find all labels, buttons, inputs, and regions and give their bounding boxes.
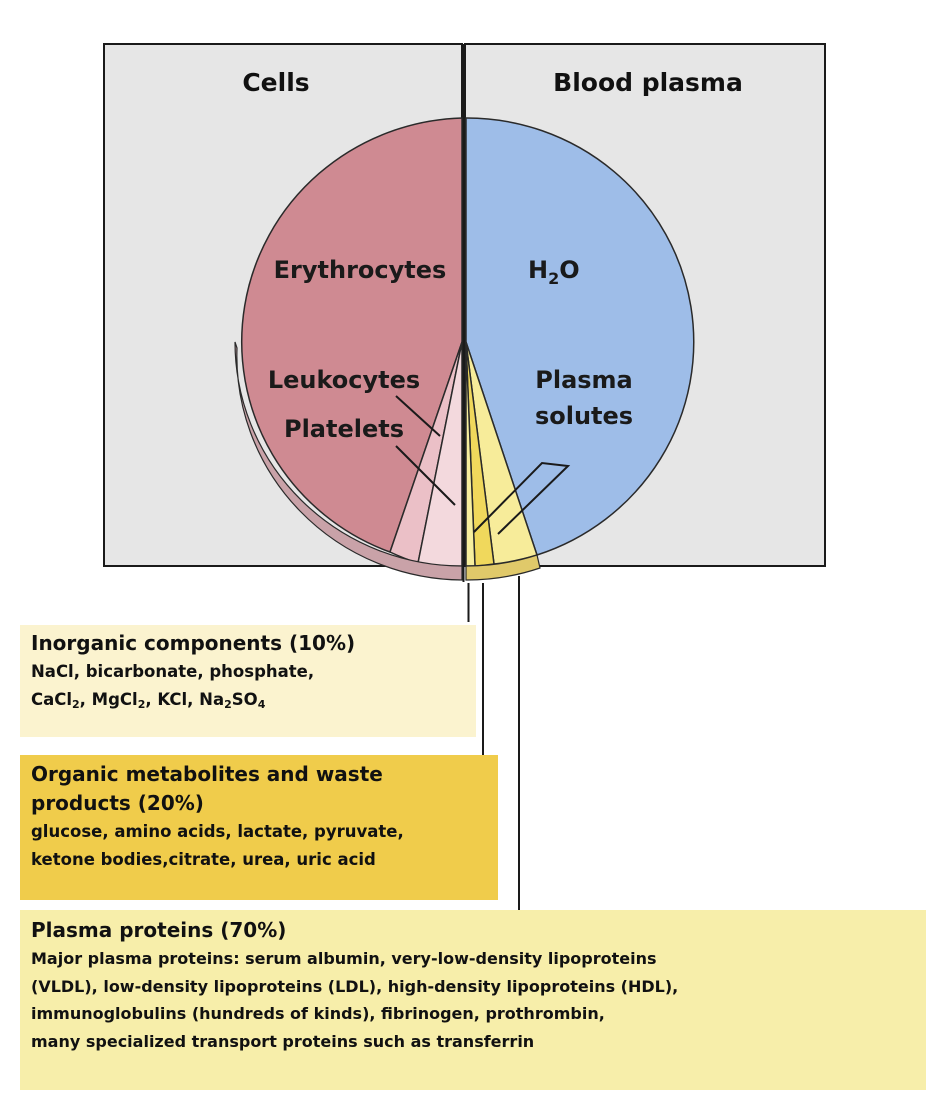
inorganic-components-box: Inorganic components (10%) NaCl, bicarbo… xyxy=(20,625,476,737)
leukocytes-leader xyxy=(395,395,441,437)
organic-title-line1: Organic metabolites and waste xyxy=(31,762,383,786)
platelets-leader xyxy=(395,445,456,506)
plasma-solutes-label-line1: Plasma xyxy=(535,366,633,394)
plasma-rim-shadow xyxy=(465,554,541,581)
proteins-line3: immunoglobulins (hundreds of kinds), fib… xyxy=(31,1004,605,1023)
proteins-line1: Major plasma proteins: serum albumin, ve… xyxy=(31,949,657,968)
organic-title-line2: products (20%) xyxy=(31,791,204,815)
plasma-solutes-label-line2: solutes xyxy=(535,402,633,430)
inorganic-title: Inorganic components (10%) xyxy=(31,631,356,655)
proteins-line2: (VLDL), low-density lipoproteins (LDL), … xyxy=(31,976,679,996)
organic-metabolites-box: Organic metabolites and waste products (… xyxy=(20,755,498,900)
cells-half-pie xyxy=(234,117,463,581)
cells-title: Cells xyxy=(242,68,309,97)
leukocytes-label: Leukocytes xyxy=(268,366,420,394)
cells-rim-shadow xyxy=(234,341,463,581)
inorganic-line2: CaCl2, MgCl2, KCl, Na2SO4 xyxy=(31,690,266,711)
plasma-proteins-box: Plasma proteins (70%) Major plasma prote… xyxy=(20,910,926,1090)
erythrocytes-slice xyxy=(240,117,463,553)
h2o-label: H2O xyxy=(528,256,580,288)
plasma-solutes-bracket xyxy=(473,461,571,535)
organic-line1: glucose, amino acids, lactate, pyruvate, xyxy=(31,822,404,841)
inorganic-line1: NaCl, bicarbonate, phosphate, xyxy=(31,662,315,681)
plasma-water-slice xyxy=(465,117,695,556)
proteins-line4: many specialized transport proteins such… xyxy=(31,1031,535,1051)
erythrocytes-label: Erythrocytes xyxy=(274,256,447,284)
plasma-half-pie xyxy=(465,117,695,581)
platelets-label: Platelets xyxy=(284,415,404,443)
proteins-title: Plasma proteins (70%) xyxy=(31,918,287,942)
organic-line2: ketone bodies,citrate, urea, uric acid xyxy=(31,850,376,869)
plasma-title: Blood plasma xyxy=(553,68,743,97)
